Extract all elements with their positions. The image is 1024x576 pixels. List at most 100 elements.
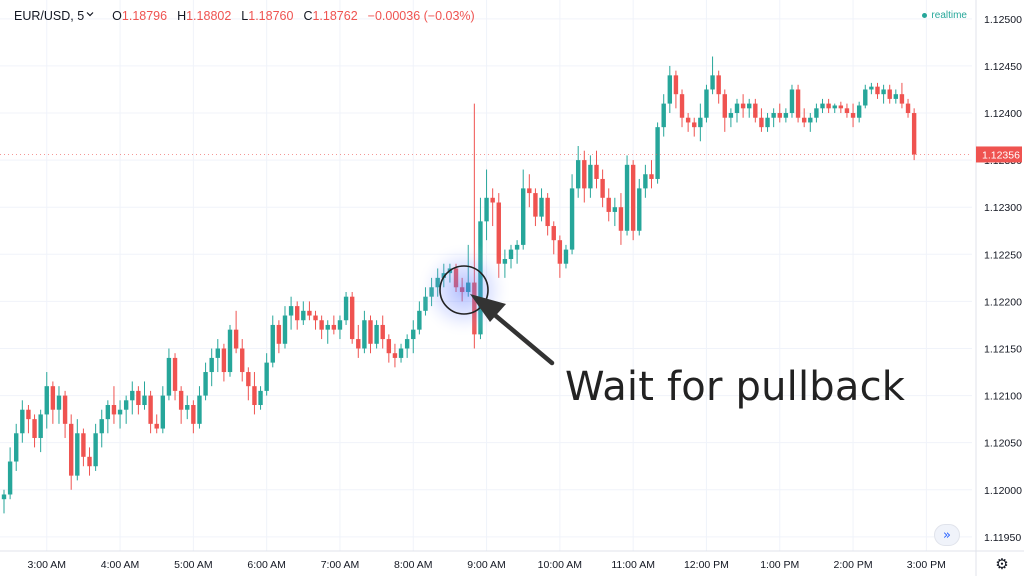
annotation-arrow-head [470, 294, 506, 322]
candle [850, 103, 856, 128]
candle [301, 301, 306, 325]
time-tick-label: 4:00 AM [101, 559, 140, 571]
candle [32, 414, 37, 448]
annotation-arrow-shaft [487, 308, 555, 366]
candle [282, 306, 288, 349]
candle [814, 103, 819, 123]
candle [679, 89, 685, 128]
candle [484, 169, 489, 241]
candle [62, 390, 68, 438]
candle [777, 103, 782, 123]
time-tick-label: 11:00 AM [611, 559, 655, 571]
candle [612, 197, 618, 227]
time-tick-label: 12:00 PM [684, 559, 729, 571]
candle [539, 188, 544, 222]
candle [191, 400, 196, 434]
candle [197, 386, 202, 429]
candle [142, 381, 147, 410]
candle [215, 339, 220, 373]
candle [270, 315, 275, 368]
candle [227, 324, 233, 377]
low-value: 1.18760 [248, 9, 294, 23]
candle [698, 103, 703, 142]
candle [111, 386, 117, 424]
candle [87, 447, 92, 476]
candle [240, 339, 245, 382]
candle [594, 150, 599, 189]
candle [221, 343, 227, 382]
candle [374, 320, 379, 349]
time-tick-label: 3:00 AM [27, 559, 66, 571]
candle [172, 353, 178, 401]
candle [105, 400, 111, 434]
time-tick-label: 8:00 AM [394, 559, 433, 571]
candle [319, 315, 324, 340]
candle [264, 353, 269, 396]
realtime-status: realtime [922, 10, 967, 21]
price-tick-label: 1.11950 [984, 532, 1021, 544]
candle [649, 160, 654, 189]
candle [521, 169, 526, 250]
candle [307, 301, 312, 321]
high-value: 1.18802 [186, 9, 232, 23]
candle [99, 409, 104, 448]
candle [887, 84, 892, 104]
candle [160, 386, 166, 434]
candle [856, 101, 862, 123]
candle [911, 108, 917, 161]
chart-settings-button[interactable]: ⚙ [980, 552, 1024, 576]
candle [343, 291, 349, 325]
candle [710, 56, 715, 95]
price-tick-label: 1.12200 [984, 296, 1022, 308]
candle [7, 447, 13, 500]
candle [783, 108, 789, 123]
candle [20, 400, 25, 443]
candle [728, 108, 734, 128]
candle [26, 405, 31, 434]
candle [38, 409, 43, 453]
candle [508, 244, 514, 269]
candle [154, 414, 159, 434]
candle [533, 188, 538, 227]
candle [747, 98, 752, 118]
candle [740, 94, 746, 118]
candle [356, 324, 361, 358]
candle [545, 193, 550, 236]
candle [704, 84, 709, 123]
candle [75, 419, 80, 481]
candle [130, 381, 135, 415]
chevron-down-icon[interactable] [86, 10, 94, 18]
candle [838, 101, 844, 114]
candle [404, 334, 410, 358]
scroll-to-realtime-button[interactable]: » [934, 524, 960, 546]
symbol-label[interactable]: EUR/USD, 5 [14, 9, 85, 23]
candle [411, 320, 416, 354]
candle [899, 82, 905, 109]
time-tick-label: 7:00 AM [321, 559, 360, 571]
candle [178, 386, 184, 424]
candle [820, 98, 825, 114]
candle [551, 221, 556, 255]
candle [81, 428, 86, 467]
candle [185, 395, 190, 420]
candle [637, 178, 642, 236]
candle [734, 98, 740, 123]
candle [661, 94, 666, 137]
candle [771, 108, 776, 128]
candle [765, 113, 770, 132]
candle [490, 188, 495, 227]
candle [582, 150, 587, 203]
candle [716, 70, 721, 104]
last-price-badge [976, 146, 1022, 163]
candle [50, 381, 56, 424]
candle [527, 174, 532, 208]
candle [655, 122, 660, 184]
candle [826, 98, 831, 114]
candle [630, 160, 636, 241]
candle [331, 315, 337, 335]
time-tick-label: 5:00 AM [174, 559, 213, 571]
candle [136, 386, 141, 415]
